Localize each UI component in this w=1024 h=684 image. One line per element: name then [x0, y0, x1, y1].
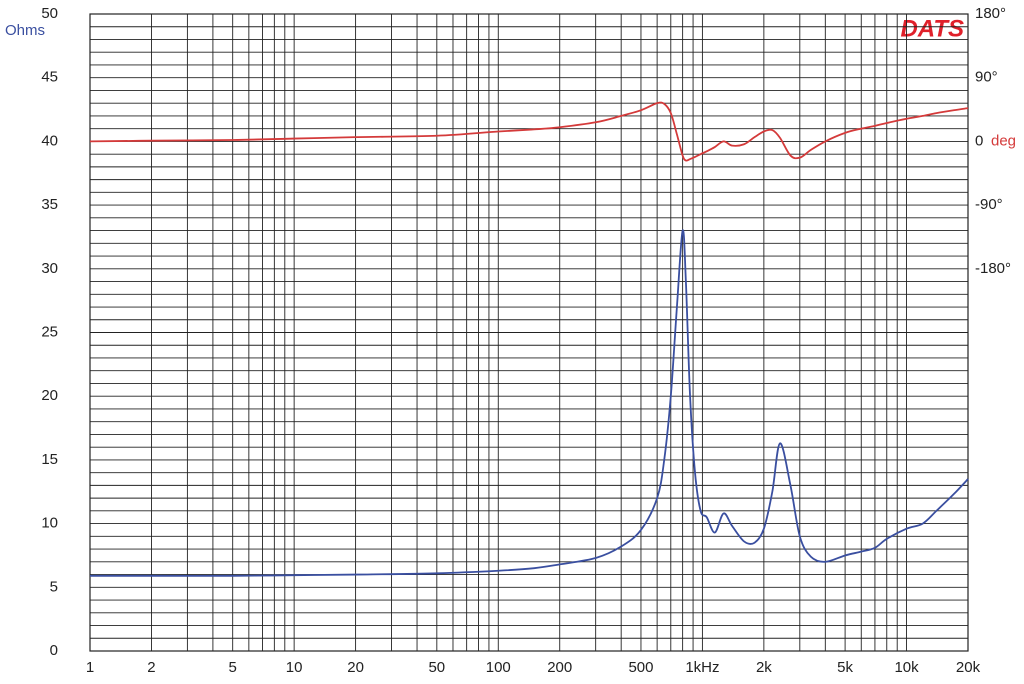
y2-tick-label: -180°	[975, 260, 1011, 277]
x-tick-label: 1	[86, 659, 94, 676]
x-tick-label: 1kHz	[685, 659, 719, 676]
x-tick-label: 10k	[894, 659, 919, 676]
y2-tick-label: 0	[975, 132, 983, 149]
series-line	[90, 229, 969, 577]
logo: DATS	[900, 15, 964, 42]
y2-axis-label: deg	[991, 132, 1016, 149]
y-tick-label: 5	[50, 578, 58, 595]
y-axis-label: Ohms	[5, 22, 45, 39]
series-line	[89, 101, 969, 162]
plot-frame	[89, 13, 969, 652]
y-tick-label: 45	[41, 69, 58, 86]
x-tick-label: 200	[547, 659, 572, 676]
y-tick-label: 10	[41, 515, 58, 532]
x-tick-label: 500	[628, 659, 653, 676]
x-tick-label: 2k	[756, 659, 772, 676]
x-tick-label: 10	[286, 659, 303, 676]
y-tick-label: 20	[41, 387, 58, 404]
y-tick-label: 30	[41, 260, 58, 277]
y2-tick-label: 180°	[975, 5, 1006, 22]
y-tick-label: 40	[41, 132, 58, 149]
y-tick-label: 35	[41, 196, 58, 213]
x-tick-label: 2	[147, 659, 155, 676]
y-tick-label: 25	[41, 323, 58, 340]
y-tick-label: 0	[50, 642, 58, 659]
x-tick-label: 5k	[837, 659, 853, 676]
x-tick-label: 20k	[956, 659, 981, 676]
x-tick-label: 50	[428, 659, 445, 676]
y-tick-label: 15	[41, 451, 58, 468]
y2-tick-label: -90°	[975, 196, 1003, 213]
x-tick-label: 5	[229, 659, 237, 676]
x-tick-label: 100	[486, 659, 511, 676]
x-tick-label: 20	[347, 659, 364, 676]
y2-tick-label: 90°	[975, 69, 998, 86]
y-tick-label: 50	[41, 5, 58, 22]
